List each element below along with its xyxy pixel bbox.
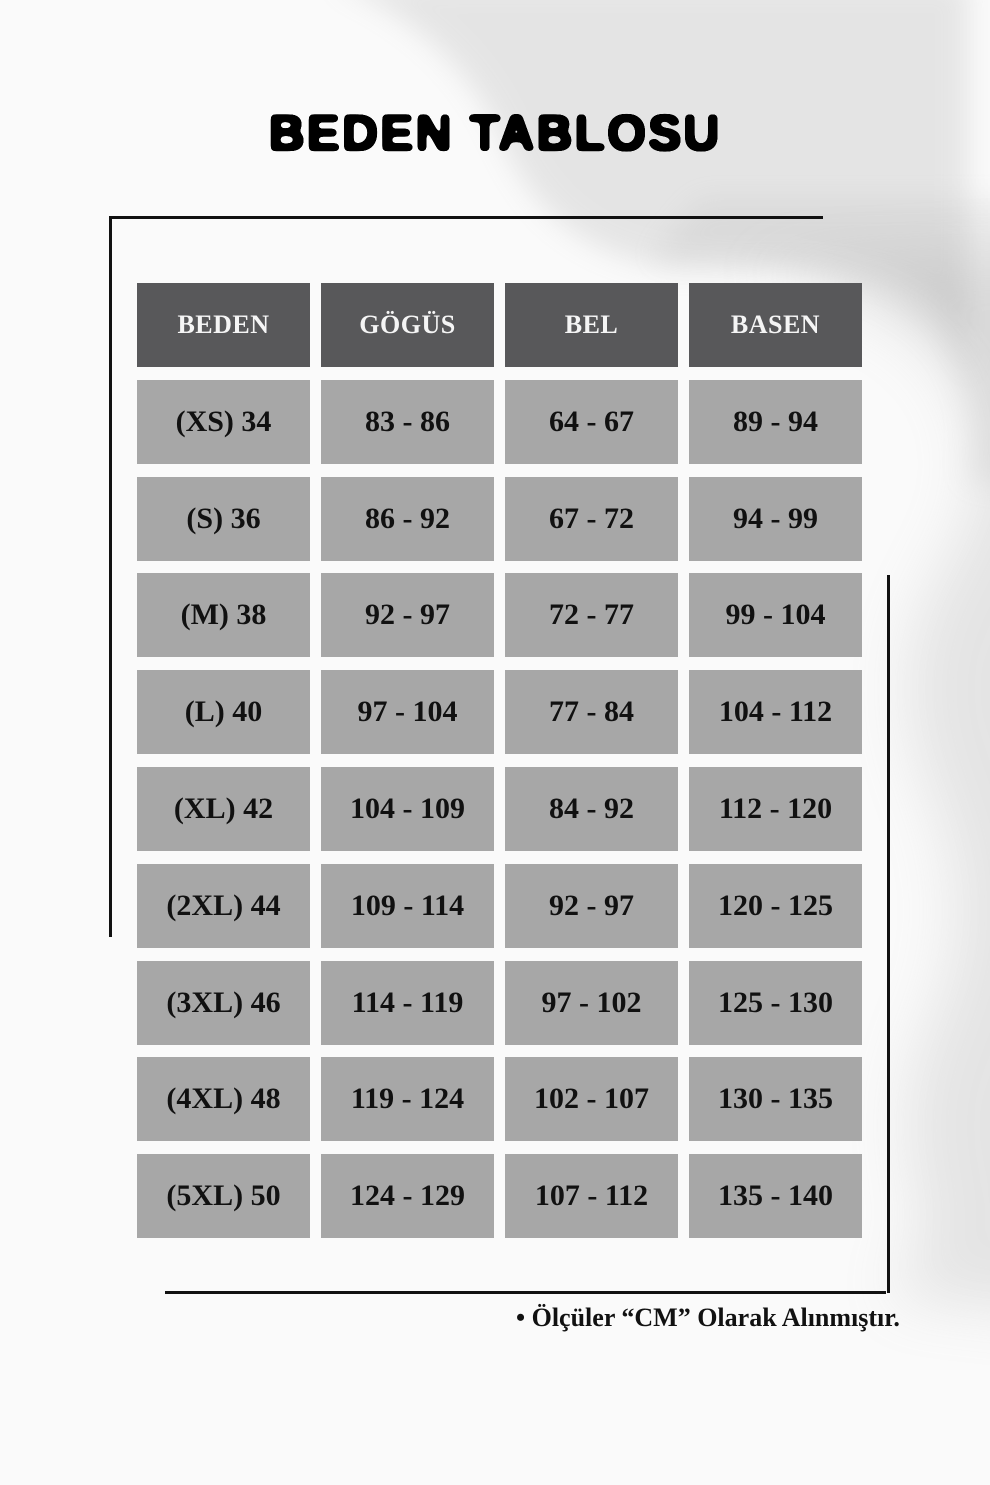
svg-text:BEDEN TABLOSU: BEDEN TABLOSU xyxy=(269,105,722,161)
